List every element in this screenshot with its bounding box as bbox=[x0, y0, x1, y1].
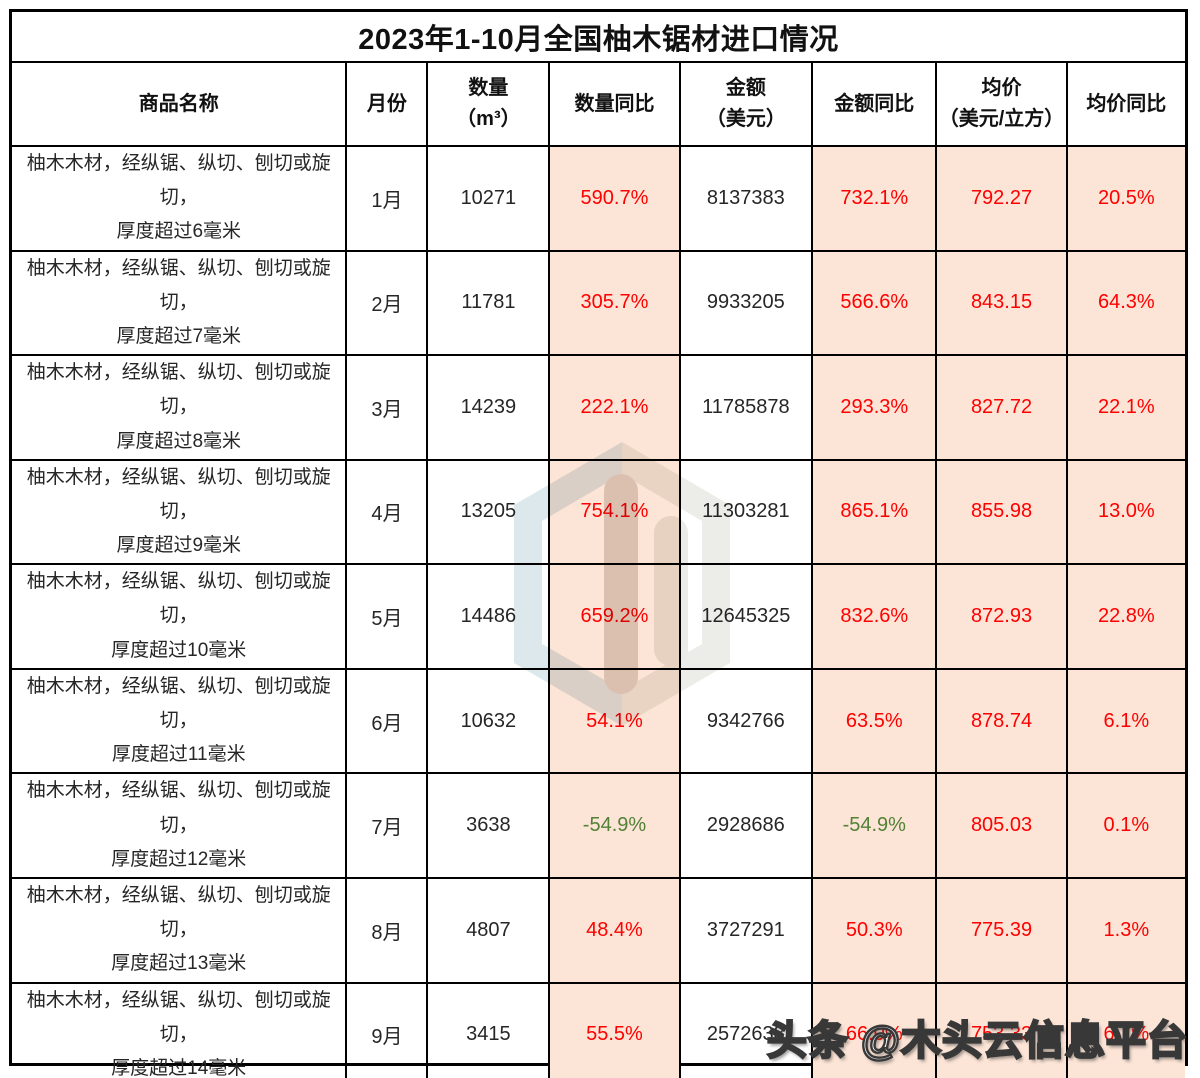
quantity-cell: 10632 bbox=[428, 669, 551, 773]
avg-price-yoy-cell: 22.1% bbox=[1067, 356, 1185, 459]
avg-price-cell: 827.72 bbox=[937, 356, 1068, 459]
avg-price-cell: 805.03 bbox=[937, 774, 1068, 877]
header-amount: 金额 （美元） bbox=[681, 63, 814, 145]
avg-price-yoy-cell: 64.3% bbox=[1067, 251, 1185, 355]
avg-price-yoy-cell: 6.7% bbox=[1067, 983, 1185, 1078]
avg-price-cell: 872.93 bbox=[937, 565, 1068, 668]
amount-yoy-cell: 63.5% bbox=[813, 669, 938, 773]
quantity-yoy-cell: 55.5% bbox=[550, 983, 681, 1078]
product-name-cell: 柚木木材，经纵锯、纵切、刨切或旋切， 厚度超过14毫米 bbox=[12, 983, 348, 1078]
month-cell: 3月 bbox=[347, 356, 429, 459]
header-month-label: 月份 bbox=[366, 92, 407, 115]
product-name-cell: 柚木木材，经纵锯、纵切、刨切或旋切， 厚度超过9毫米 bbox=[12, 460, 348, 564]
table-row: 柚木木材，经纵锯、纵切、刨切或旋切， 厚度超过7毫米 2月 11781 305.… bbox=[12, 251, 1185, 357]
avg-price-cell: 855.98 bbox=[937, 460, 1068, 564]
amount-cell: 3727291 bbox=[681, 878, 814, 982]
avg-price-cell: 753.33 bbox=[937, 983, 1068, 1078]
quantity-cell: 13205 bbox=[428, 460, 551, 564]
quantity-yoy-cell: -54.9% bbox=[550, 774, 681, 877]
quantity-cell: 3415 bbox=[428, 983, 551, 1078]
month-cell: 4月 bbox=[347, 460, 429, 564]
amount-cell: 8137383 bbox=[681, 147, 814, 250]
quantity-cell: 4807 bbox=[428, 878, 551, 982]
import-data-table: 2023年1-10月全国柚木锯材进口情况 商品名称 月份 数量 （m³） 数量同… bbox=[9, 9, 1188, 1078]
avg-price-cell: 792.27 bbox=[937, 147, 1068, 250]
table-row: 柚木木材，经纵锯、纵切、刨切或旋切， 厚度超过11毫米 6月 10632 54.… bbox=[12, 669, 1185, 775]
header-quantity: 数量 （m³） bbox=[428, 63, 551, 145]
product-name-cell: 柚木木材，经纵锯、纵切、刨切或旋切， 厚度超过7毫米 bbox=[12, 251, 348, 355]
table-row: 柚木木材，经纵锯、纵切、刨切或旋切， 厚度超过9毫米 4月 13205 754.… bbox=[12, 460, 1185, 566]
month-cell: 2月 bbox=[347, 251, 429, 355]
amount-cell: 9933205 bbox=[681, 251, 814, 355]
amount-cell: 11785878 bbox=[681, 356, 814, 459]
month-cell: 9月 bbox=[347, 983, 429, 1078]
quantity-cell: 11781 bbox=[428, 251, 551, 355]
month-cell: 6月 bbox=[347, 669, 429, 773]
header-month: 月份 bbox=[347, 63, 429, 145]
quantity-yoy-cell: 590.7% bbox=[550, 147, 681, 250]
avg-price-cell: 843.15 bbox=[937, 251, 1068, 355]
header-avg-price: 均价 （美元/立方） bbox=[937, 63, 1068, 145]
product-name-cell: 柚木木材，经纵锯、纵切、刨切或旋切， 厚度超过13毫米 bbox=[12, 878, 348, 982]
amount-yoy-cell: 865.1% bbox=[813, 460, 938, 564]
month-cell: 1月 bbox=[347, 147, 429, 250]
amount-cell: 11303281 bbox=[681, 460, 814, 564]
quantity-cell: 3638 bbox=[428, 774, 551, 877]
amount-yoy-cell: 566.6% bbox=[813, 251, 938, 355]
quantity-yoy-cell: 54.1% bbox=[550, 669, 681, 773]
product-name-cell: 柚木木材，经纵锯、纵切、刨切或旋切， 厚度超过11毫米 bbox=[12, 669, 348, 773]
table-row: 柚木木材，经纵锯、纵切、刨切或旋切， 厚度超过14毫米 9月 3415 55.5… bbox=[12, 983, 1185, 1078]
amount-cell: 2928686 bbox=[681, 774, 814, 877]
avg-price-yoy-cell: 22.8% bbox=[1067, 565, 1185, 668]
amount-cell: 2572638 bbox=[681, 983, 814, 1078]
quantity-yoy-cell: 222.1% bbox=[550, 356, 681, 459]
table-row: 柚木木材，经纵锯、纵切、刨切或旋切， 厚度超过13毫米 8月 4807 48.4… bbox=[12, 878, 1185, 984]
table-header-row: 商品名称 月份 数量 （m³） 数量同比 金额 （美元） 金额同比 均价 （美元… bbox=[12, 63, 1185, 147]
amount-cell: 12645325 bbox=[681, 565, 814, 668]
amount-yoy-cell: 832.6% bbox=[813, 565, 938, 668]
amount-yoy-cell: 66.0% bbox=[813, 983, 938, 1078]
header-amount-yoy: 金额同比 bbox=[813, 63, 938, 145]
quantity-yoy-cell: 305.7% bbox=[550, 251, 681, 355]
header-product: 商品名称 bbox=[12, 63, 348, 145]
table-row: 柚木木材，经纵锯、纵切、刨切或旋切， 厚度超过12毫米 7月 3638 -54.… bbox=[12, 774, 1185, 879]
table-row: 柚木木材，经纵锯、纵切、刨切或旋切， 厚度超过10毫米 5月 14486 659… bbox=[12, 565, 1185, 670]
quantity-yoy-cell: 754.1% bbox=[550, 460, 681, 564]
avg-price-cell: 878.74 bbox=[937, 669, 1068, 773]
avg-price-yoy-cell: 1.3% bbox=[1067, 878, 1185, 982]
header-quantity-yoy: 数量同比 bbox=[550, 63, 681, 145]
product-name-cell: 柚木木材，经纵锯、纵切、刨切或旋切， 厚度超过10毫米 bbox=[12, 565, 348, 668]
table-row: 柚木木材，经纵锯、纵切、刨切或旋切， 厚度超过8毫米 3月 14239 222.… bbox=[12, 356, 1185, 461]
table-row: 柚木木材，经纵锯、纵切、刨切或旋切， 厚度超过6毫米 1月 10271 590.… bbox=[12, 147, 1185, 252]
table-body: 柚木木材，经纵锯、纵切、刨切或旋切， 厚度超过6毫米 1月 10271 590.… bbox=[12, 147, 1185, 1078]
product-name-cell: 柚木木材，经纵锯、纵切、刨切或旋切， 厚度超过12毫米 bbox=[12, 774, 348, 877]
month-cell: 8月 bbox=[347, 878, 429, 982]
quantity-yoy-cell: 659.2% bbox=[550, 565, 681, 668]
quantity-cell: 10271 bbox=[428, 147, 551, 250]
avg-price-cell: 775.39 bbox=[937, 878, 1068, 982]
amount-yoy-cell: 293.3% bbox=[813, 356, 938, 459]
avg-price-yoy-cell: 13.0% bbox=[1067, 460, 1185, 564]
avg-price-yoy-cell: 0.1% bbox=[1067, 774, 1185, 877]
avg-price-yoy-cell: 20.5% bbox=[1067, 147, 1185, 250]
amount-yoy-cell: 50.3% bbox=[813, 878, 938, 982]
quantity-cell: 14239 bbox=[428, 356, 551, 459]
header-avg-price-yoy: 均价同比 bbox=[1086, 92, 1167, 115]
month-cell: 5月 bbox=[347, 565, 429, 668]
quantity-cell: 14486 bbox=[428, 565, 551, 668]
quantity-yoy-cell: 48.4% bbox=[550, 878, 681, 982]
header-product-label: 商品名称 bbox=[138, 92, 219, 115]
amount-cell: 9342766 bbox=[681, 669, 814, 773]
avg-price-yoy-cell: 6.1% bbox=[1067, 669, 1185, 773]
amount-yoy-cell: 732.1% bbox=[813, 147, 938, 250]
month-cell: 7月 bbox=[347, 774, 429, 877]
product-name-cell: 柚木木材，经纵锯、纵切、刨切或旋切， 厚度超过6毫米 bbox=[12, 147, 348, 250]
product-name-cell: 柚木木材，经纵锯、纵切、刨切或旋切， 厚度超过8毫米 bbox=[12, 356, 348, 459]
amount-yoy-cell: -54.9% bbox=[813, 774, 938, 877]
table-title: 2023年1-10月全国柚木锯材进口情况 bbox=[12, 12, 1185, 63]
